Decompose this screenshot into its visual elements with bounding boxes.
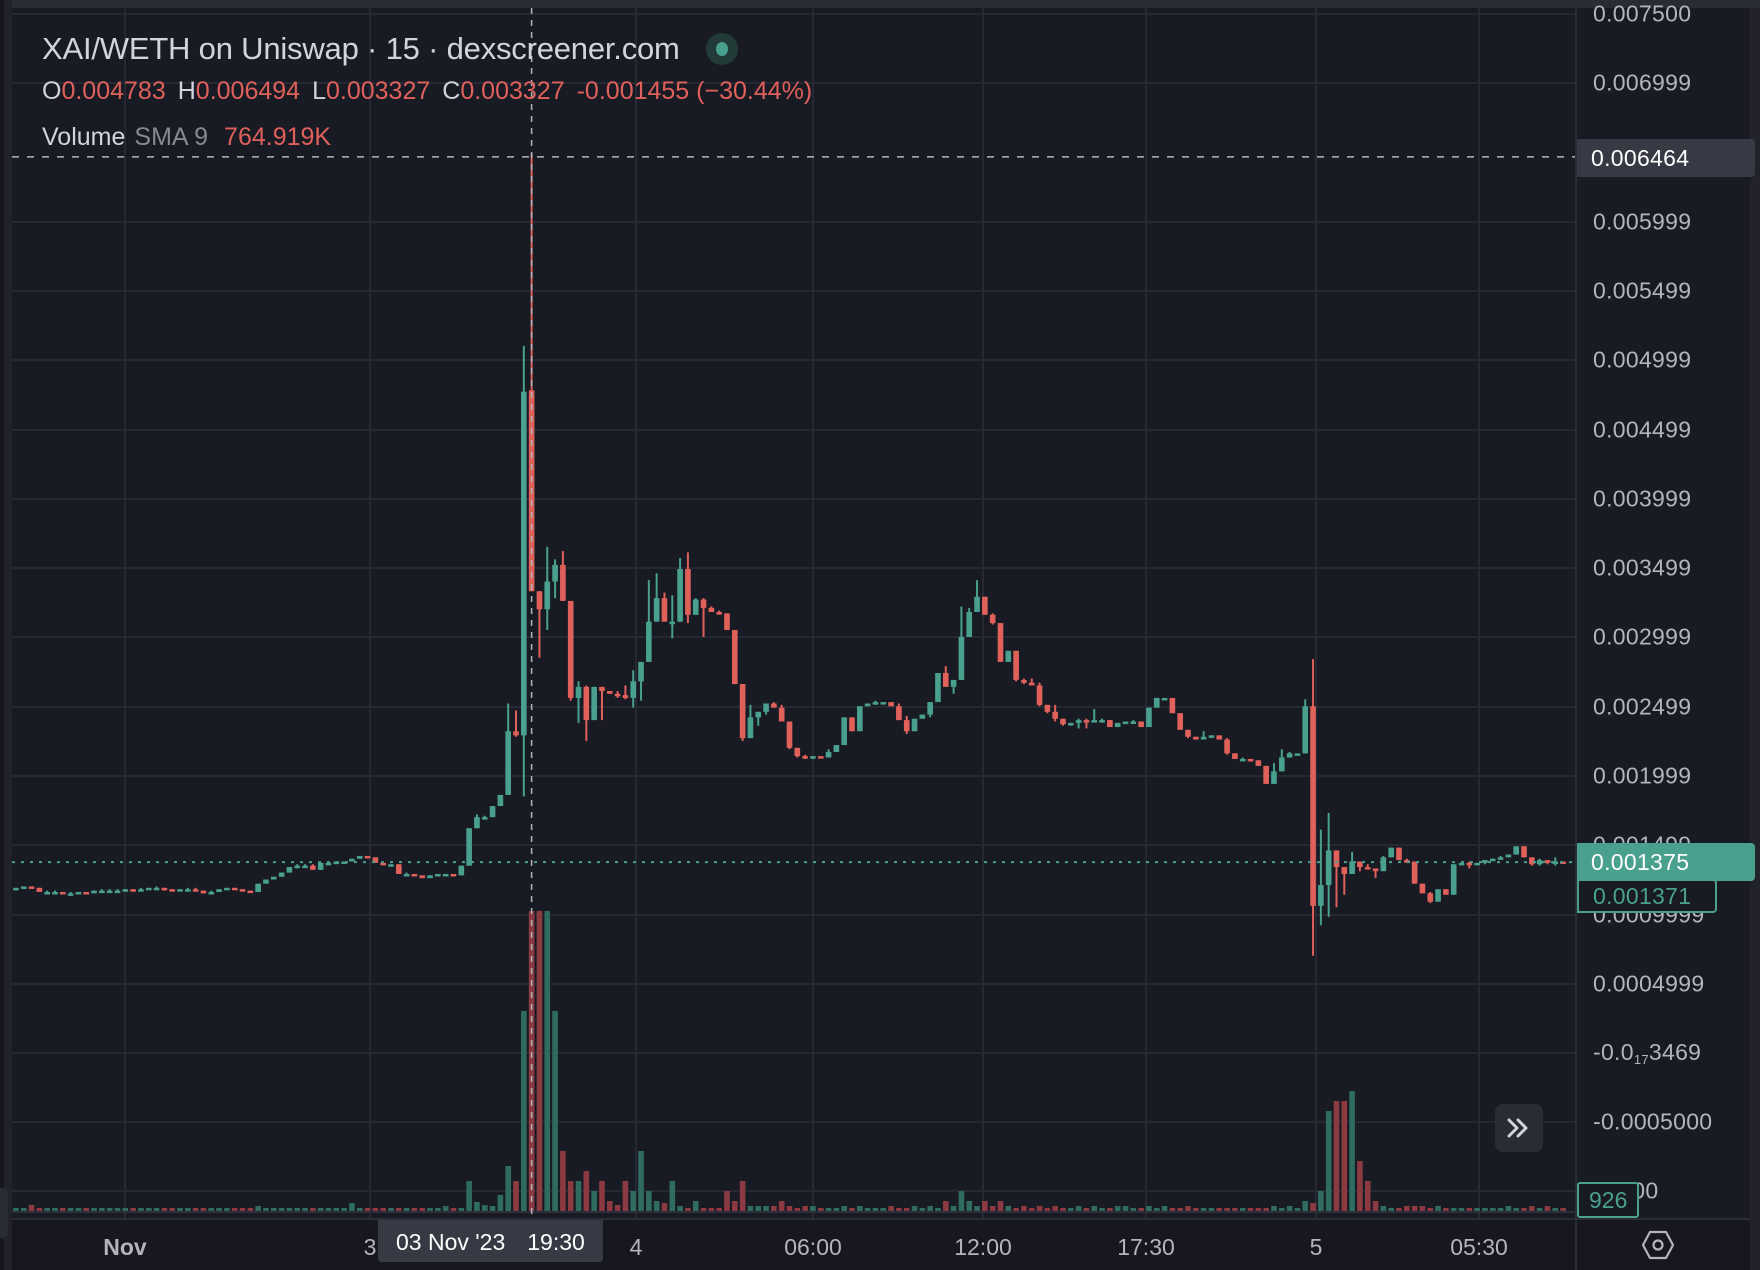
price-tick-label: -0.0005000 <box>1593 1108 1713 1135</box>
change-value: -0.001455 (−30.44%) <box>576 76 813 105</box>
crosshair-date: 03 Nov '23 <box>396 1229 506 1255</box>
price-tick-label: 0.002999 <box>1593 623 1692 650</box>
price-tick-label: 0.005999 <box>1593 208 1692 235</box>
time-tick-label: 3 <box>363 1234 377 1260</box>
volume-legend[interactable]: Volume SMA 9 764.919K <box>42 120 812 154</box>
time-tick-label: 06:00 <box>784 1234 842 1260</box>
ohlc-values: O 0.004783 H 0.006494 L 0.003327 C 0.003327 … <box>42 74 812 108</box>
price-tick-label: 0.004999 <box>1593 346 1692 373</box>
volume-indicator: SMA 9 <box>134 122 209 151</box>
double-chevron-right-icon <box>1507 1118 1528 1138</box>
right-panel-strip <box>1750 8 1760 1270</box>
crosshair-time-label: 03 Nov '23 19:30 <box>378 1220 603 1262</box>
low-value: 0.003327 <box>325 76 431 105</box>
price-tick-label: 0.005499 <box>1593 277 1692 304</box>
market-status-dot-icon[interactable] <box>705 33 738 65</box>
last-price-tag: 0.001375 <box>1577 843 1755 881</box>
prev-close-tag: 0.001371 <box>1577 879 1717 913</box>
settings-hexagon-icon[interactable] <box>1641 1228 1675 1262</box>
close-label: C <box>442 76 461 105</box>
volume-label: Volume <box>42 122 126 151</box>
scroll-to-realtime-button[interactable] <box>1495 1104 1543 1152</box>
open-label: O <box>42 76 62 105</box>
candlestick-plot[interactable] <box>12 8 1575 1218</box>
low-label: L <box>312 76 326 105</box>
high-value: 0.006494 <box>195 76 301 105</box>
price-tick-label: 0.002499 <box>1593 693 1692 720</box>
close-value: 0.003327 <box>460 76 565 105</box>
price-tick-label: 0.003999 <box>1593 485 1692 512</box>
chart-pane[interactable]: XAI/WETH on Uniswap · 15 · dexscreener.c… <box>12 8 1575 1218</box>
chart-legend: XAI/WETH on Uniswap · 15 · dexscreener.c… <box>42 28 812 154</box>
time-tick-label: 5 <box>1309 1234 1323 1260</box>
crosshair-price-tag: 0.006464 <box>1577 139 1755 177</box>
price-tick-label: 0.001999 <box>1593 762 1692 789</box>
time-tick-label: 4 <box>629 1234 643 1260</box>
price-axis[interactable]: 0.007500 0.006999 0.005999 0.005499 0.004999… <box>1575 1 1755 1218</box>
open-value: 0.004783 <box>61 76 166 105</box>
price-tick-label: 0.007500 <box>1593 0 1692 27</box>
price-tick-label: 0.003499 <box>1593 554 1692 581</box>
price-tick-label: -0.0173469 <box>1593 1039 1702 1067</box>
price-tick-label: 0.004499 <box>1593 416 1692 443</box>
left-panel-strip <box>0 0 12 1270</box>
legend-title-row: XAI/WETH on Uniswap · 15 · dexscreener.c… <box>42 28 812 70</box>
time-tick-label: 05:30 <box>1450 1234 1508 1260</box>
axis-corner <box>1575 1218 1750 1270</box>
volume-value: 764.919K <box>224 122 332 151</box>
time-tick-label: Nov <box>103 1234 147 1260</box>
time-axis[interactable]: 05:30 5 17:30 12:00 06:00 4 3 Nov 03 Nov '23 19:… <box>12 1218 1575 1270</box>
time-tick-label: 17:30 <box>1117 1234 1175 1260</box>
volume-value-tag: 926 <box>1577 1182 1640 1218</box>
crosshair-time: 19:30 <box>527 1229 585 1255</box>
price-tick-label: 0.006999 <box>1593 69 1692 96</box>
time-tick-label: 12:00 <box>954 1234 1012 1260</box>
price-tick-label: 0.0004999 <box>1593 970 1705 997</box>
high-label: H <box>177 76 196 105</box>
symbol-title: XAI/WETH on Uniswap · 15 · dexscreener.c… <box>42 31 680 66</box>
collapse-panel-tab[interactable] <box>0 1188 8 1238</box>
top-border <box>0 0 1760 8</box>
